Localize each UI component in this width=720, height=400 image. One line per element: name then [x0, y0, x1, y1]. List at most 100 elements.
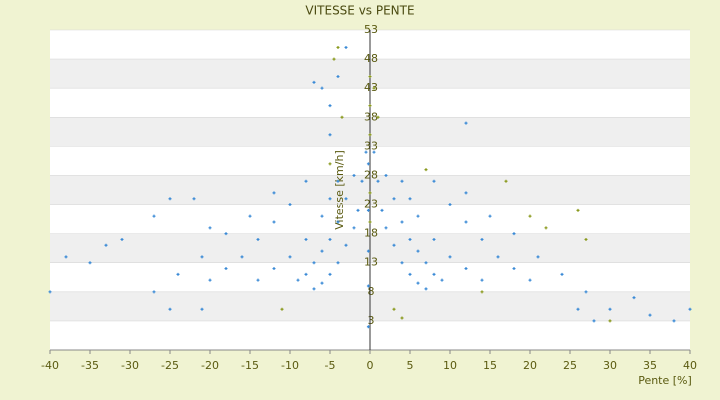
data-point — [328, 272, 332, 276]
x-tick-label: 10 — [443, 359, 457, 372]
data-point — [336, 261, 340, 265]
data-point — [480, 278, 484, 282]
data-point — [336, 179, 340, 183]
data-point — [336, 75, 340, 79]
data-point — [288, 203, 292, 207]
data-point — [328, 133, 332, 137]
x-tick-label: -20 — [201, 359, 219, 372]
data-point — [488, 214, 492, 218]
data-point — [336, 45, 340, 49]
data-point — [344, 197, 348, 201]
y-tick-label: 43 — [364, 81, 378, 94]
data-point — [320, 281, 324, 285]
data-point — [152, 290, 156, 294]
y-tick-label: 33 — [364, 139, 378, 152]
data-point — [320, 249, 324, 253]
x-tick-label: -40 — [41, 359, 59, 372]
y-tick-label: 53 — [364, 23, 378, 36]
data-point — [360, 179, 364, 183]
data-point — [480, 237, 484, 241]
data-point — [376, 179, 380, 183]
data-point — [368, 220, 372, 224]
data-point — [368, 104, 372, 108]
data-point — [224, 232, 228, 236]
data-point — [584, 290, 588, 294]
x-tick-label: 40 — [683, 359, 697, 372]
data-point — [536, 255, 540, 259]
data-point — [356, 208, 360, 212]
data-point — [272, 220, 276, 224]
data-point — [464, 267, 468, 271]
data-point — [208, 278, 212, 282]
data-point — [384, 173, 388, 177]
data-point — [576, 307, 580, 311]
data-point — [416, 214, 420, 218]
data-point — [328, 197, 332, 201]
data-point — [416, 281, 420, 285]
data-point — [320, 214, 324, 218]
data-point — [408, 272, 412, 276]
data-point — [432, 272, 436, 276]
x-tick-label: -25 — [161, 359, 179, 372]
data-point — [400, 261, 404, 265]
data-point — [64, 255, 68, 259]
data-point — [328, 162, 332, 166]
data-point — [372, 150, 376, 154]
data-point — [672, 319, 676, 323]
x-tick-label: -15 — [241, 359, 259, 372]
data-point — [392, 307, 396, 311]
data-point — [480, 290, 484, 294]
data-point — [176, 272, 180, 276]
data-point — [256, 278, 260, 282]
data-point — [432, 237, 436, 241]
y-tick-label: 3 — [368, 314, 375, 327]
y-tick-label: 8 — [368, 285, 375, 298]
data-point — [352, 226, 356, 230]
data-point — [368, 133, 372, 137]
x-tick-label: 5 — [407, 359, 414, 372]
x-tick-label: 35 — [643, 359, 657, 372]
data-point — [152, 214, 156, 218]
x-tick-label: 30 — [603, 359, 617, 372]
data-point — [304, 237, 308, 241]
x-tick-label: -35 — [81, 359, 99, 372]
data-point — [366, 162, 370, 166]
data-point — [366, 325, 370, 329]
data-point — [464, 121, 468, 125]
data-point — [408, 237, 412, 241]
data-point — [352, 173, 356, 177]
data-point — [424, 287, 428, 291]
data-point — [504, 179, 508, 183]
data-point — [648, 313, 652, 317]
data-point — [88, 261, 92, 265]
data-point — [48, 290, 52, 294]
data-point — [256, 237, 260, 241]
data-point — [384, 226, 388, 230]
data-point — [584, 237, 588, 241]
data-point — [544, 226, 548, 230]
data-point — [400, 220, 404, 224]
data-point — [224, 267, 228, 271]
data-point — [400, 316, 404, 320]
data-point — [328, 104, 332, 108]
data-point — [288, 255, 292, 259]
data-point — [392, 243, 396, 247]
data-point — [332, 57, 336, 61]
data-point — [364, 150, 368, 154]
data-point — [608, 319, 612, 323]
data-point — [408, 197, 412, 201]
data-point — [592, 319, 596, 323]
y-tick-label: 28 — [364, 168, 378, 181]
data-point — [512, 232, 516, 236]
data-point — [448, 255, 452, 259]
data-point — [240, 255, 244, 259]
y-tick-label: 38 — [364, 110, 378, 123]
x-tick-label: 15 — [483, 359, 497, 372]
data-point — [424, 261, 428, 265]
data-point — [328, 237, 332, 241]
data-point — [320, 86, 324, 90]
data-point — [272, 267, 276, 271]
data-point — [608, 307, 612, 311]
data-point — [272, 191, 276, 195]
